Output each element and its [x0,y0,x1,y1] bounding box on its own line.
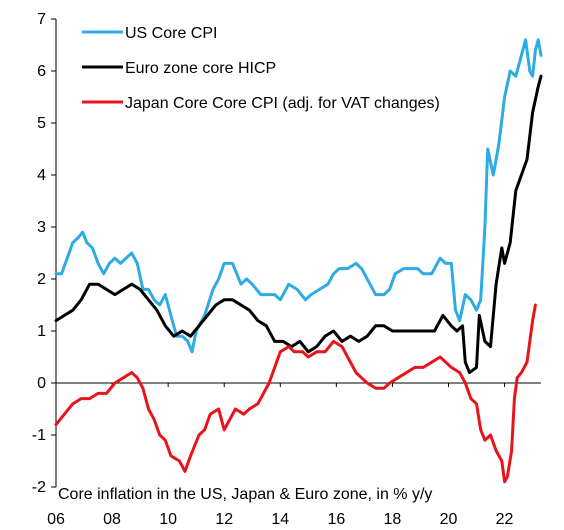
y-axis: 7 6 5 4 3 2 1 0 -1 -2 [32,11,57,496]
x-tick-label: 08 [103,511,121,528]
y-tick-label: -1 [32,427,46,444]
y-tick-label: -2 [32,479,46,496]
legend-label-1: Euro zone core HICP [125,60,276,77]
series-lines [54,38,543,484]
y-tick-label: 3 [37,219,46,236]
y-tick-label: 7 [37,11,46,28]
x-tick-label: 18 [384,511,402,528]
x-axis: 06 08 10 12 14 16 18 20 22 [47,382,541,528]
x-tick-label: 12 [215,511,233,528]
x-tick-label: 16 [327,511,345,528]
y-tick-label: 4 [37,167,46,184]
series-line-0 [54,38,543,354]
y-tick-label: 1 [37,323,46,340]
legend-label-2: Japan Core Core CPI (adj. for VAT change… [125,95,440,112]
y-tick-label: 2 [37,271,46,288]
y-tick-label: 6 [37,63,46,80]
x-tick-label: 20 [440,511,458,528]
y-tick-label: 5 [37,115,46,132]
x-tick-label: 06 [47,511,65,528]
series-line-2 [54,303,537,484]
legend-label-0: US Core CPI [125,25,217,42]
y-tick-label: 0 [37,375,46,392]
series-line-1 [54,74,543,375]
chart-annotation: Core inflation in the US, Japan & Euro z… [58,486,432,503]
x-tick-label: 22 [496,511,514,528]
x-tick-label: 14 [271,511,289,528]
legend: US Core CPI Euro zone core HICP Japan Core… [82,25,440,112]
x-tick-label: 10 [159,511,177,528]
